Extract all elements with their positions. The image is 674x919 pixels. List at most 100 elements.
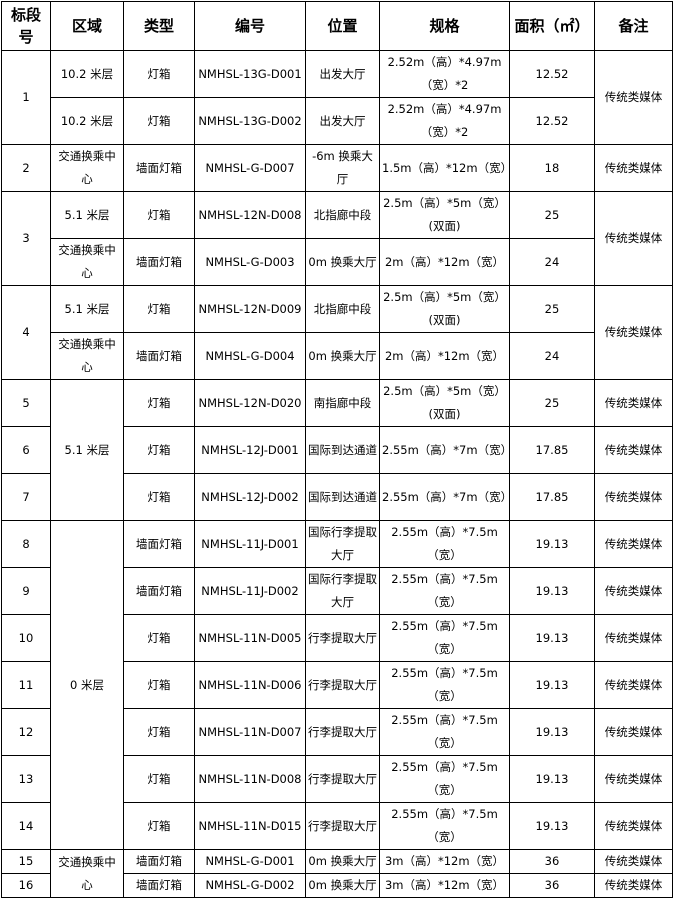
cell: 墙面灯箱	[123, 849, 195, 874]
header-cell: 类型	[123, 1, 195, 51]
cell: 9	[1, 567, 51, 615]
cell: 北指廊中段	[305, 285, 380, 333]
cell: 2.55m（高）*7.5m（宽）	[379, 708, 510, 756]
row: 12 灯箱 NMHSL-11N-D007 行李提取大厅 2.55m（高）*7.5m（宽）…	[1, 708, 673, 756]
cell: 16	[1, 873, 51, 898]
cell: 传统类媒体	[594, 614, 673, 662]
cell: 19.13	[509, 661, 595, 709]
cell: 2.5m（高）*5m（宽）(双面)	[379, 285, 510, 333]
cell: NMHSL-11N-D015	[194, 802, 306, 850]
cell: NMHSL-12J-D002	[194, 473, 306, 521]
cell: 2	[1, 144, 51, 192]
cell: NMHSL-11N-D005	[194, 614, 306, 662]
row: 4 5.1 米层 灯箱 NMHSL-12N-D009 北指廊中段 2.5m（高）*5m（宽…	[1, 285, 673, 380]
cell: 2.55m（高）*7.5m（宽）	[379, 802, 510, 850]
cell: 灯箱	[123, 661, 195, 709]
cell: 5.1 米层	[50, 191, 124, 239]
row: 3 5.1 米层 灯箱 NMHSL-12N-D008 北指廊中段 2.5m（高）*5m（宽…	[1, 191, 673, 286]
row: 15 交通换乘中心 墙面灯箱 NMHSL-G-D001 0m 换乘大厅 3m（高）*12m…	[1, 849, 673, 898]
cell: 墙面灯箱	[123, 520, 195, 568]
cell: 传统类媒体	[594, 661, 673, 709]
cell: 墙面灯箱	[123, 873, 195, 898]
cell: NMHSL-G-D002	[194, 873, 306, 898]
cell: 灯箱	[123, 755, 195, 803]
cell: 10.2 米层	[50, 97, 124, 145]
cell: 传统类媒体	[594, 520, 673, 568]
cell: 2m（高）*12m（宽）	[379, 332, 510, 380]
cell: NMHSL-12N-D009	[194, 285, 306, 333]
header-row: 标段号 区域 类型 编号 位置 规格 面积（㎡） 备注	[1, 1, 673, 51]
cell: 交通换乘中心	[50, 144, 124, 192]
header-cell: 编号	[194, 1, 306, 51]
cell: 传统类媒体	[594, 849, 673, 874]
cell: NMHSL-12N-D008	[194, 191, 306, 239]
cell: 19.13	[509, 708, 595, 756]
cell: 传统类媒体	[594, 426, 673, 474]
cell: NMHSL-11J-D001	[194, 520, 306, 568]
cell: 传统类媒体	[594, 50, 673, 145]
cell: 墙面灯箱	[123, 567, 195, 615]
cell: 10.2 米层	[50, 50, 124, 98]
cell: 传统类媒体	[594, 144, 673, 192]
cell: NMHSL-G-D001	[194, 849, 306, 874]
row: 13 灯箱 NMHSL-11N-D008 行李提取大厅 2.55m（高）*7.5m（宽）…	[1, 755, 673, 803]
row: 10.2 米层 灯箱 NMHSL-13G-D002 出发大厅 2.52m（高）*4.97…	[2, 97, 673, 145]
cell: 0m 换乘大厅	[305, 873, 380, 898]
cell: 传统类媒体	[594, 802, 673, 850]
cell: 12.52	[509, 97, 595, 145]
cell: 1.5m（高）*12m（宽）	[379, 144, 510, 192]
cell: 灯箱	[123, 473, 195, 521]
cell: NMHSL-13G-D002	[194, 97, 306, 145]
cell: NMHSL-13G-D001	[194, 50, 306, 98]
cell: 25	[509, 379, 595, 427]
cell: 25	[509, 191, 595, 239]
cell: 17.85	[509, 426, 595, 474]
row: 9 墙面灯箱 NMHSL-11J-D002 国际行李提取大厅 2.55m（高）*7.5m…	[1, 567, 673, 615]
cell: 1	[1, 50, 51, 145]
header-cell: 位置	[305, 1, 380, 51]
cell: NMHSL-11J-D002	[194, 567, 306, 615]
cell: 灯箱	[123, 191, 195, 239]
cell: 国际行李提取大厅	[305, 567, 380, 615]
cell: 19.13	[509, 520, 595, 568]
row: 7 灯箱 NMHSL-12J-D002 国际到达通道 2.55m（高）*7m（宽） 17.…	[1, 473, 673, 521]
cell: 国际到达通道	[305, 473, 380, 521]
cell: 灯箱	[123, 50, 195, 98]
cell: 12	[1, 708, 51, 756]
cell: 19.13	[509, 567, 595, 615]
cell: NMHSL-12J-D001	[194, 426, 306, 474]
cell: 2.55m（高）*7.5m（宽）	[379, 661, 510, 709]
row: 5 5.1 米层 灯箱 NMHSL-12N-D020 南指廊中段 2.5m（高）*5m（宽…	[1, 379, 673, 521]
cell: 2.52m（高）*4.97m（宽）*2	[379, 97, 510, 145]
row: 交通换乘中心 墙面灯箱 NMHSL-G-D003 0m 换乘大厅 2m（高）*12m（宽…	[2, 238, 673, 286]
row: 16 墙面灯箱 NMHSL-G-D002 0m 换乘大厅 3m（高）*12m（宽） 36 传…	[1, 873, 673, 898]
cell: 24	[509, 332, 595, 380]
cell: NMHSL-11N-D008	[194, 755, 306, 803]
cell: 灯箱	[123, 285, 195, 333]
header-cell: 区域	[50, 1, 124, 51]
cell: 传统类媒体	[594, 708, 673, 756]
cell: 18	[509, 144, 595, 192]
cell: 交通换乘中心	[50, 849, 124, 898]
cell: 8	[1, 520, 51, 568]
cell: 2.52m（高）*4.97m（宽）*2	[379, 50, 510, 98]
cell: 2.55m（高）*7m（宽）	[379, 473, 510, 521]
row: 11 灯箱 NMHSL-11N-D006 行李提取大厅 2.55m（高）*7.5m（宽）…	[1, 661, 673, 709]
cell: 传统类媒体	[594, 473, 673, 521]
cell: 5	[1, 379, 51, 427]
cell: 行李提取大厅	[305, 708, 380, 756]
cell: 2.5m（高）*5m（宽）(双面)	[379, 379, 510, 427]
row: 2 交通换乘中心 墙面灯箱 NMHSL-G-D007 -6m 换乘大厅 1.5m（高）*1…	[1, 144, 673, 192]
cell: 南指廊中段	[305, 379, 380, 427]
cell: 灯箱	[123, 426, 195, 474]
cell: 2.55m（高）*7m（宽）	[379, 426, 510, 474]
cell: 灯箱	[123, 614, 195, 662]
cell: 14	[1, 802, 51, 850]
cell: 2.5m（高）*5m（宽）(双面)	[379, 191, 510, 239]
cell: 2.55m（高）*7.5m（宽）	[379, 567, 510, 615]
header-cell: 标段号	[1, 1, 51, 51]
cell: 国际行李提取大厅	[305, 520, 380, 568]
cell: 传统类媒体	[594, 873, 673, 898]
cell: 7	[1, 473, 51, 521]
